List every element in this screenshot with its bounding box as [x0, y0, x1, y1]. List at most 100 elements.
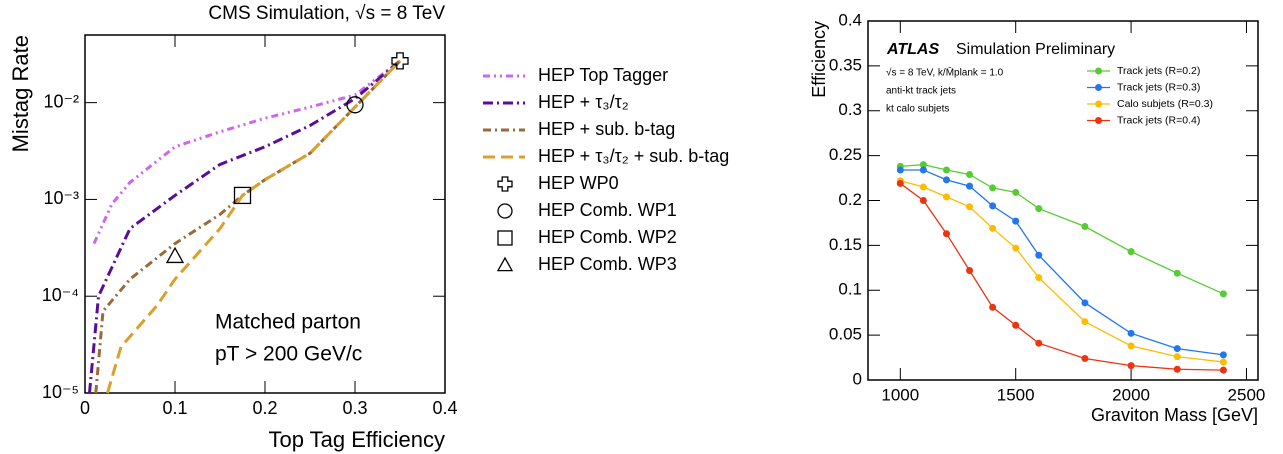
- marker: [233, 186, 252, 205]
- data-point: [1219, 351, 1227, 359]
- legend-label: HEP WP0: [538, 173, 619, 193]
- data-point: [966, 267, 974, 275]
- data-point: [919, 183, 927, 191]
- series-line: [92, 59, 401, 245]
- data-point: [1127, 342, 1135, 350]
- x-axis-title: Graviton Mass [GeV]: [1091, 405, 1258, 425]
- data-point: [1219, 366, 1227, 374]
- legend-label: HEP Comb. WP1: [538, 200, 677, 220]
- legend-label: HEP + sub. b-tag: [538, 119, 675, 139]
- data-point: [919, 161, 927, 169]
- y-tick-label: 0.25: [829, 145, 862, 164]
- annotation: pT > 200 GeV/c: [215, 343, 362, 366]
- y-tick-label: 10⁻²: [43, 91, 79, 111]
- data-point: [942, 176, 950, 184]
- data-point: [1127, 362, 1135, 370]
- data-point: [989, 184, 997, 192]
- legend-symbol: [1095, 84, 1102, 91]
- legend-label: Track jets (R=0.4): [1117, 114, 1200, 126]
- data-point: [1081, 223, 1089, 231]
- series-line: [899, 182, 1224, 371]
- annotation: √s = 8 TeV, k/M̄plank = 1.0: [886, 66, 1004, 79]
- y-tick-label: 10⁻³: [43, 188, 79, 208]
- data-point: [919, 197, 927, 204]
- y-tick-label: 0.15: [829, 235, 862, 254]
- data-point: [942, 230, 950, 238]
- legend-symbol: [497, 203, 513, 219]
- data-point: [1173, 269, 1181, 277]
- data-point: [989, 224, 997, 232]
- x-tick-label: 0.2: [252, 398, 277, 418]
- data-point: [1012, 217, 1020, 225]
- annotation: kt calo subjets: [886, 104, 949, 115]
- x-tick-label: 0: [80, 398, 90, 418]
- marker: [346, 96, 364, 114]
- data-point: [989, 303, 997, 311]
- marker: [165, 246, 185, 264]
- data-point: [1127, 248, 1135, 256]
- x-tick-label: 0.3: [342, 398, 367, 418]
- legend-label: Track jets (R=0.3): [1117, 81, 1200, 93]
- legend-symbol: [497, 230, 513, 246]
- x-tick-label: 2500: [1228, 385, 1266, 404]
- series-line: [88, 59, 401, 394]
- chart-subtitle: Simulation Preliminary: [956, 41, 1115, 58]
- legend-label: HEP + τ₃/τ₂ + sub. b-tag: [538, 146, 729, 166]
- y-tick-label: 0.4: [838, 10, 862, 29]
- series-line: [94, 59, 402, 394]
- y-tick-label: 0.3: [838, 100, 862, 119]
- data-point: [1127, 329, 1135, 337]
- y-tick-label: 10⁻⁵: [42, 382, 79, 402]
- legend-symbol: [1095, 117, 1102, 124]
- legend-symbol: [1095, 67, 1102, 75]
- y-tick-label: 0.05: [829, 325, 862, 344]
- data-point: [1012, 244, 1020, 252]
- y-tick-label: 0.35: [829, 55, 862, 74]
- data-point: [1081, 354, 1089, 362]
- data-point: [1219, 290, 1227, 298]
- chart-title: ATLAS: [886, 41, 939, 58]
- data-point: [1035, 251, 1043, 259]
- data-point: [1081, 318, 1089, 326]
- data-point: [919, 166, 927, 174]
- data-point: [1219, 358, 1227, 366]
- data-point: [1173, 345, 1181, 353]
- y-axis-title: Mistag Rate: [8, 35, 33, 152]
- plot-frame: [84, 34, 446, 394]
- data-point: [1012, 188, 1020, 196]
- data-point: [1081, 299, 1089, 307]
- y-tick-label: 10⁻⁴: [42, 285, 79, 305]
- series-line: [106, 59, 402, 394]
- legend-label: HEP + τ₃/τ₂: [538, 92, 629, 112]
- x-tick-label: 0.1: [162, 398, 187, 418]
- chart-title: CMS Simulation, √s = 8 TeV: [208, 3, 445, 24]
- legend-label: Calo subjets (R=0.3): [1117, 98, 1213, 110]
- data-point: [896, 179, 904, 187]
- x-tick-label: 2000: [1112, 385, 1150, 404]
- data-point: [989, 202, 997, 210]
- data-point: [1035, 274, 1043, 282]
- data-point: [942, 166, 950, 174]
- y-tick-label: 0: [853, 369, 862, 388]
- x-axis-title: Top Tag Efficiency: [268, 427, 445, 452]
- annotation: Matched parton: [215, 311, 361, 334]
- x-tick-label: 1000: [881, 385, 919, 404]
- y-tick-label: 0.2: [838, 190, 862, 209]
- legend-symbol: [497, 176, 513, 192]
- data-point: [942, 193, 950, 201]
- data-point: [896, 166, 904, 174]
- data-point: [1035, 205, 1043, 213]
- legend-label: Track jets (R=0.2): [1117, 65, 1200, 77]
- legend-symbol: [1095, 100, 1102, 108]
- data-point: [1012, 321, 1020, 329]
- data-point: [966, 203, 974, 211]
- data-point: [1035, 339, 1043, 347]
- annotation: anti-kt track jets: [886, 86, 956, 97]
- data-point: [966, 182, 974, 190]
- legend-label: HEP Comb. WP2: [538, 227, 677, 247]
- x-tick-label: 1500: [997, 385, 1035, 404]
- data-point: [966, 170, 974, 178]
- y-tick-label: 0.1: [838, 280, 862, 299]
- marker: [391, 52, 409, 70]
